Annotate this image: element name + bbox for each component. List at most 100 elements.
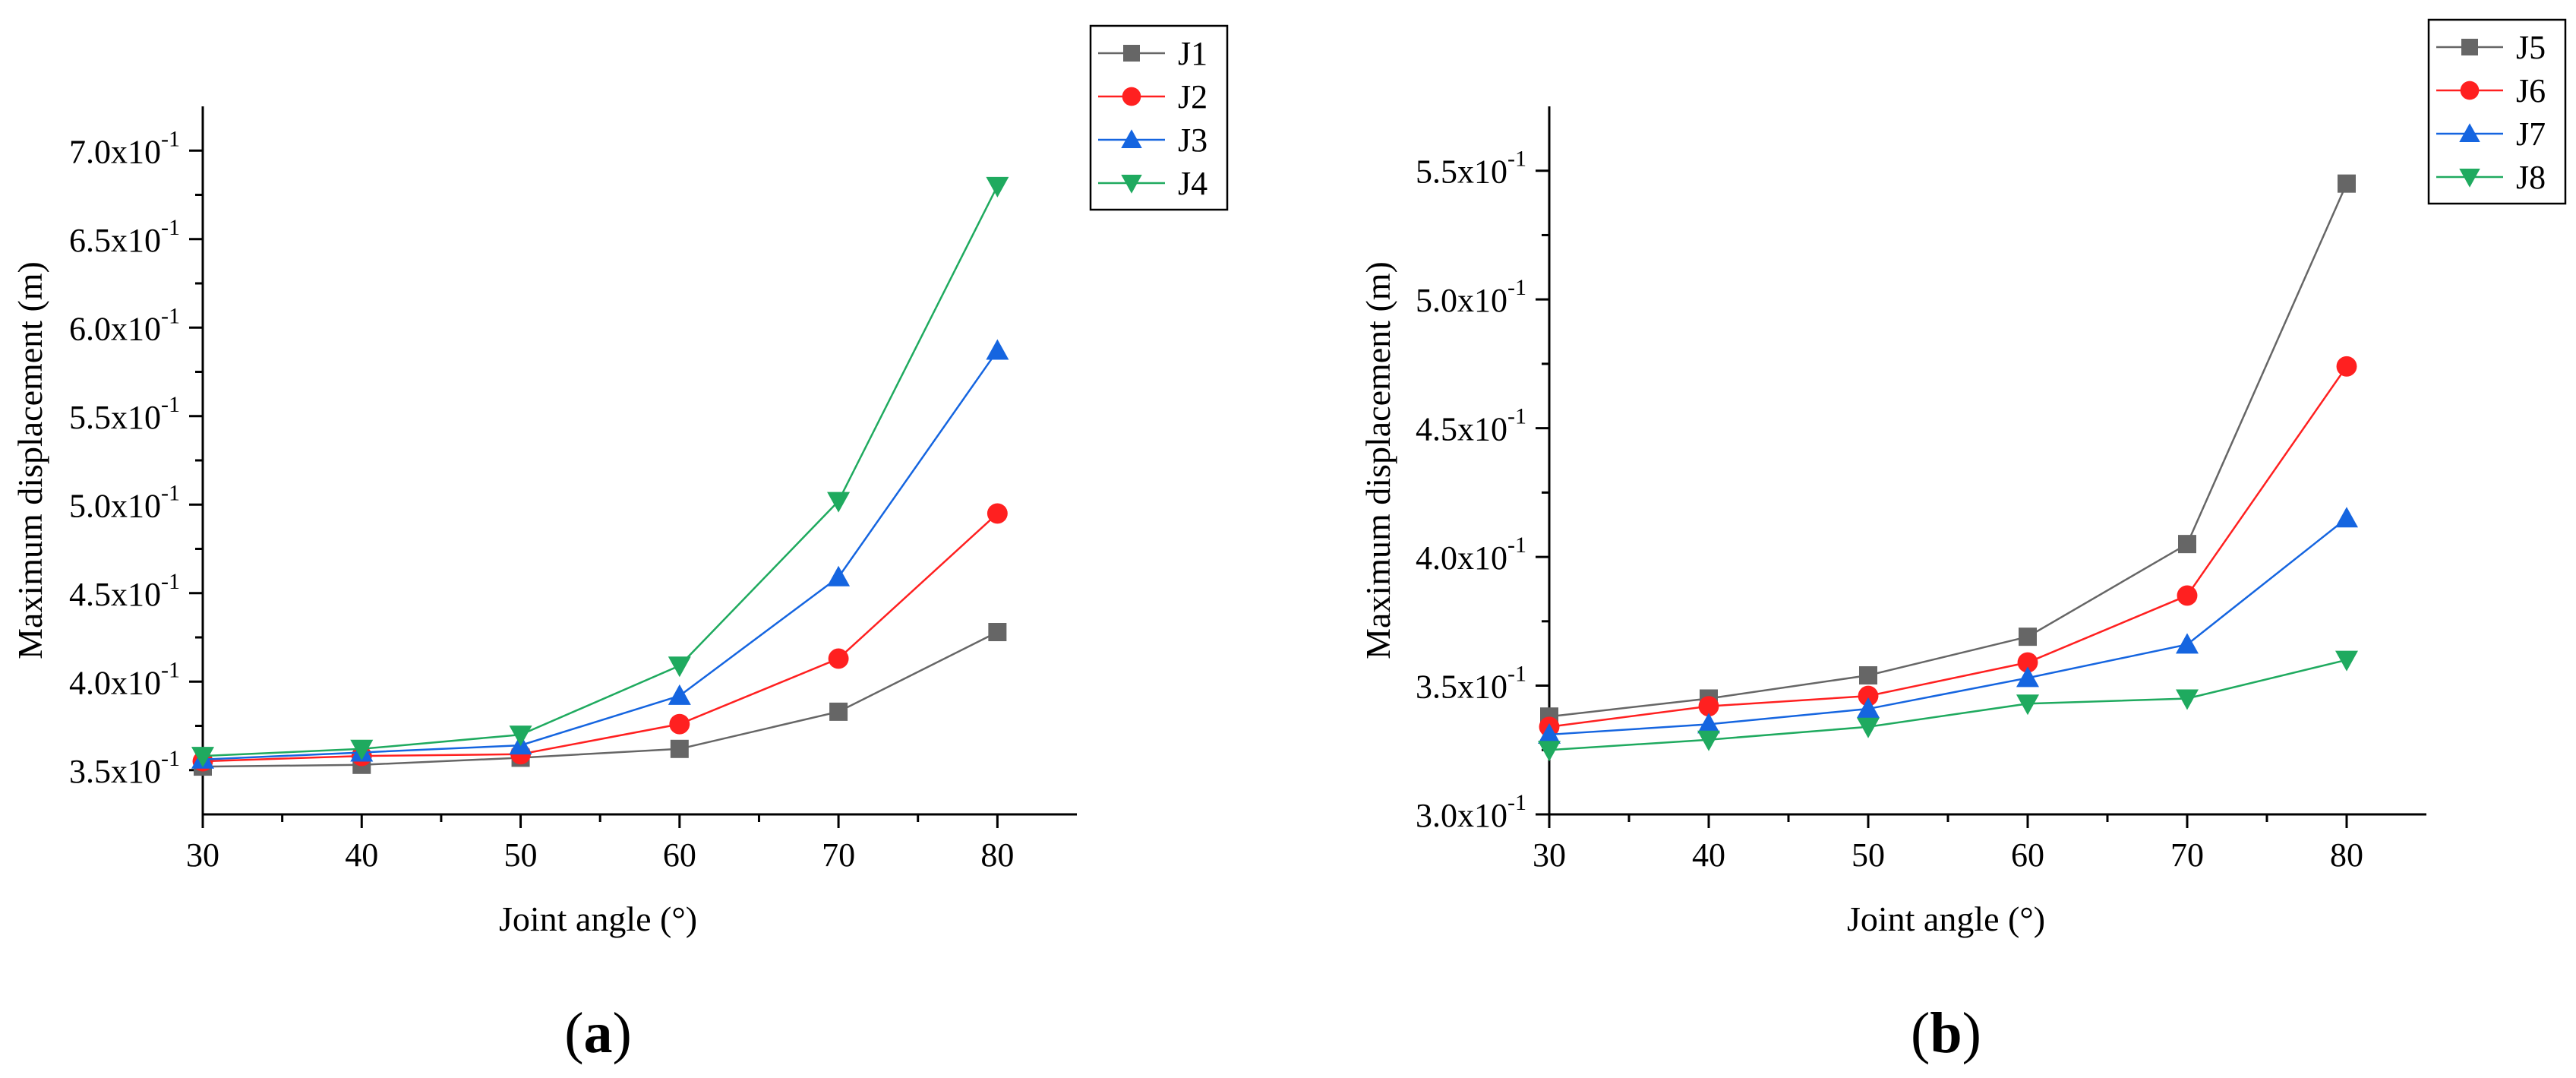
data-point xyxy=(1538,722,1561,744)
legend-marker xyxy=(2459,169,2480,188)
series-line xyxy=(202,185,999,757)
series-j8 xyxy=(1538,650,2358,762)
x-tick-label: 40 xyxy=(1692,836,1725,874)
legend-marker xyxy=(1121,129,1142,148)
y-tick-label: 7.0x10-1 xyxy=(69,126,180,170)
series-line xyxy=(1548,659,2347,751)
data-point xyxy=(670,739,689,758)
y-tick-mantissa: 5.5x10 xyxy=(1416,153,1507,191)
legend-label: J2 xyxy=(1178,78,1208,115)
data-point xyxy=(668,656,691,678)
panel-label-letter: b xyxy=(1930,1001,1962,1065)
x-tick-label: 60 xyxy=(2011,836,2044,874)
y-tick-label: 4.5x10-1 xyxy=(1416,404,1526,448)
panel-label-close: ) xyxy=(613,1001,632,1065)
series-line xyxy=(1548,183,2348,718)
panel-label: (b) xyxy=(1911,1001,1981,1065)
x-tick-label: 80 xyxy=(980,836,1014,874)
legend-box xyxy=(2427,18,2567,205)
series-line xyxy=(1548,517,2347,736)
x-tick-label: 70 xyxy=(2170,836,2204,874)
legend-entry: J3 xyxy=(1098,122,1208,159)
data-point xyxy=(2019,628,2037,646)
x-axis-title: Joint angle (°) xyxy=(499,899,697,938)
legend-entry: J8 xyxy=(2436,159,2546,196)
series-j3 xyxy=(191,339,1009,769)
x-tick-label: 30 xyxy=(1533,836,1566,874)
panel-label: (a) xyxy=(564,1001,632,1065)
legend-label: J3 xyxy=(1178,122,1208,159)
series-j4 xyxy=(191,176,1009,768)
y-tick-exponent: -1 xyxy=(161,746,180,771)
y-tick-exponent: -1 xyxy=(161,303,180,328)
legend-entry: J7 xyxy=(2436,115,2546,153)
series-j6 xyxy=(1539,356,2357,738)
x-tick-label: 60 xyxy=(663,836,696,874)
panel-label-open: ( xyxy=(564,1001,583,1065)
data-point xyxy=(986,176,1009,198)
series-line xyxy=(202,349,999,761)
y-tick-label: 6.0x10-1 xyxy=(69,303,180,347)
panel-label-open: ( xyxy=(1911,1001,1930,1065)
legend-label: J1 xyxy=(1178,35,1208,72)
data-point xyxy=(1538,741,1561,762)
data-point xyxy=(986,339,1009,360)
y-tick-mantissa: 4.0x10 xyxy=(69,664,161,701)
legend-box xyxy=(1089,24,1229,211)
data-point xyxy=(1857,697,1880,719)
data-point xyxy=(827,565,851,586)
x-tick-label: 40 xyxy=(345,836,378,874)
x-axis-title: Joint angle (°) xyxy=(1847,899,2045,938)
legend: J5 J6 J7 J8 xyxy=(2427,18,2567,205)
data-point xyxy=(191,747,214,768)
legend-marker xyxy=(2461,39,2478,55)
y-tick-mantissa: 5.0x10 xyxy=(69,487,161,524)
legend-entry: J1 xyxy=(1098,35,1208,72)
data-point xyxy=(350,739,374,760)
y-tick-label: 4.5x10-1 xyxy=(69,569,180,613)
y-tick-mantissa: 5.0x10 xyxy=(1416,282,1507,319)
series-j5 xyxy=(1540,174,2356,726)
data-point xyxy=(669,713,690,735)
series-line xyxy=(202,631,998,768)
data-point xyxy=(988,623,1007,642)
data-point xyxy=(2177,585,2198,606)
y-tick-label: 5.5x10-1 xyxy=(1416,147,1526,191)
y-tick-label: 4.0x10-1 xyxy=(69,657,180,701)
data-point xyxy=(1697,730,1720,751)
y-tick-label: 6.5x10-1 xyxy=(69,215,180,259)
y-tick-exponent: -1 xyxy=(161,392,180,417)
legend-label: J6 xyxy=(2516,72,2546,109)
legend-marker xyxy=(1122,87,1141,106)
legend-marker xyxy=(1121,175,1142,194)
data-point xyxy=(987,503,1008,524)
legend-label: J5 xyxy=(2516,29,2546,66)
data-point xyxy=(2335,507,2358,528)
data-point xyxy=(2176,633,2199,654)
chart-panel-b: 30 40 50 60 70 803.0x10-13.5x10-14.0x10-14.5x… xyxy=(1359,18,2567,1065)
legend: J1 J2 J3 J4 xyxy=(1089,24,1229,211)
data-point xyxy=(2178,535,2196,554)
y-tick-label: 4.0x10-1 xyxy=(1416,533,1526,577)
y-tick-exponent: -1 xyxy=(161,657,180,682)
y-tick-exponent: -1 xyxy=(1507,275,1526,300)
x-tick-label: 50 xyxy=(1852,836,1885,874)
data-point xyxy=(1859,665,1877,684)
y-tick-exponent: -1 xyxy=(1507,790,1526,815)
y-tick-label: 3.5x10-1 xyxy=(1416,662,1526,706)
legend-marker xyxy=(2460,81,2480,100)
data-point xyxy=(509,726,532,747)
y-tick-mantissa: 4.0x10 xyxy=(1416,539,1507,577)
data-point xyxy=(2176,689,2199,710)
y-tick-mantissa: 3.0x10 xyxy=(1416,797,1507,834)
data-point xyxy=(1697,713,1720,734)
y-tick-mantissa: 4.5x10 xyxy=(69,576,161,613)
y-tick-mantissa: 3.5x10 xyxy=(1416,669,1507,706)
data-point xyxy=(827,492,851,513)
y-tick-label: 5.5x10-1 xyxy=(69,392,180,436)
y-tick-exponent: -1 xyxy=(161,569,180,594)
y-tick-mantissa: 6.5x10 xyxy=(69,222,161,259)
y-axis-title: Maximum displacement (m) xyxy=(1359,261,1397,659)
data-point xyxy=(828,648,849,669)
legend-label: J7 xyxy=(2516,115,2546,153)
